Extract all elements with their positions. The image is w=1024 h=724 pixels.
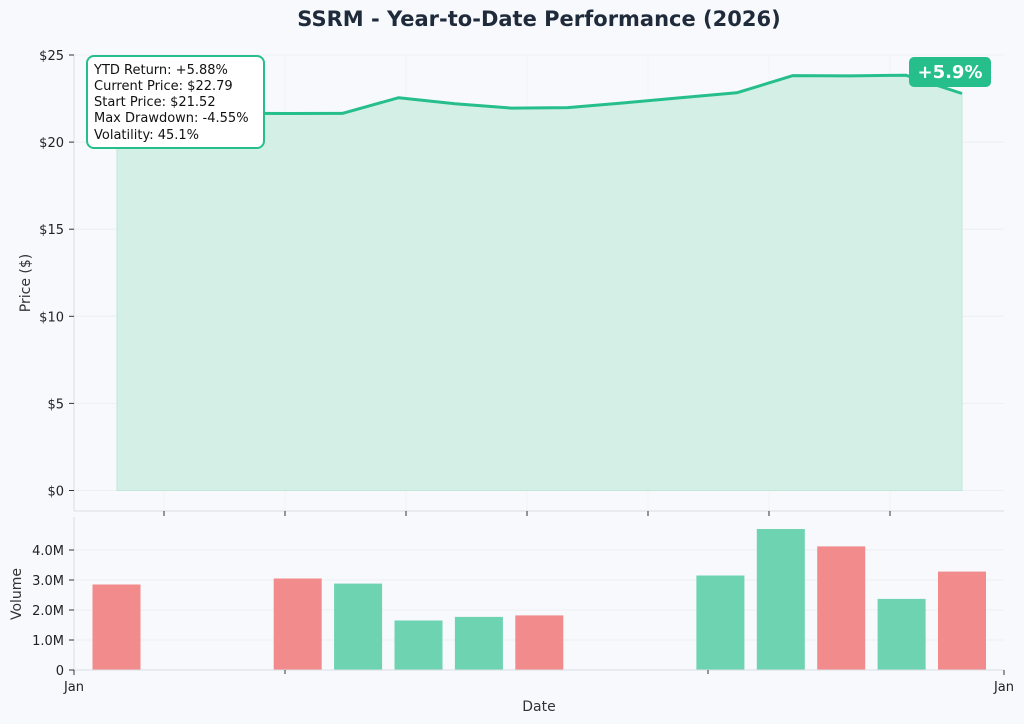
volume-bar bbox=[454, 616, 503, 670]
volume-bar bbox=[273, 578, 322, 670]
volume-bars bbox=[92, 529, 986, 670]
stats-box-border bbox=[86, 55, 265, 149]
volume-bar bbox=[696, 575, 745, 670]
volume-y-axis-label: Volume bbox=[9, 568, 25, 620]
price-y-tick-label: $25 bbox=[39, 49, 64, 64]
price-x-tick-marks bbox=[163, 511, 891, 516]
x-tick-label-start: Jan bbox=[63, 680, 84, 695]
return-badge: +5.9% bbox=[909, 57, 991, 87]
volume-bar bbox=[756, 529, 805, 670]
price-y-axis-label: Price ($) bbox=[18, 254, 34, 312]
return-badge-background bbox=[909, 57, 991, 87]
price-y-tick-label: $0 bbox=[47, 485, 64, 500]
stats-volatility: Volatility: 45.1% bbox=[94, 128, 199, 143]
stats-max-drawdown: Max Drawdown: -4.55% bbox=[94, 111, 249, 126]
price-panel: $0 $5 $10 $15 $20 $25 Price ($) YTD Return: +… bbox=[18, 49, 1004, 516]
price-y-tick-label: $10 bbox=[39, 310, 64, 325]
volume-panel: 0 1.0M 2.0M 3.0M 4.0M Volume Jan Jan Date bbox=[9, 517, 1014, 715]
volume-bar bbox=[394, 620, 443, 670]
price-y-tick-label: $20 bbox=[39, 136, 64, 151]
price-y-tick-label: $5 bbox=[47, 397, 64, 412]
chart-title: SSRM - Year-to-Date Performance (2026) bbox=[297, 7, 780, 31]
volume-y-tick-label: 3.0M bbox=[32, 574, 64, 589]
price-y-tick-label: $15 bbox=[39, 223, 64, 238]
volume-y-tick-label: 2.0M bbox=[32, 604, 64, 619]
x-axis-label: Date bbox=[522, 699, 555, 715]
volume-y-ticks: 0 1.0M 2.0M 3.0M 4.0M bbox=[32, 544, 74, 679]
stats-current-price: Current Price: $22.79 bbox=[94, 79, 233, 94]
stats-ytd-return: YTD Return: +5.88% bbox=[93, 63, 228, 78]
volume-bar bbox=[817, 546, 866, 670]
volume-bar bbox=[877, 598, 926, 670]
stats-box: YTD Return: +5.88% Current Price: $22.79… bbox=[86, 55, 265, 149]
price-y-ticks: $0 $5 $10 $15 $20 $25 bbox=[39, 49, 74, 500]
volume-y-tick-label: 1.0M bbox=[32, 634, 64, 649]
stats-start-price: Start Price: $21.52 bbox=[94, 95, 216, 110]
volume-y-tick-label: 4.0M bbox=[32, 544, 64, 559]
return-badge-text: +5.9% bbox=[917, 62, 982, 83]
x-tick-label-end: Jan bbox=[993, 680, 1014, 695]
volume-bar bbox=[92, 584, 141, 670]
volume-bar bbox=[938, 571, 986, 670]
volume-y-tick-label: 0 bbox=[56, 664, 64, 679]
volume-bar bbox=[334, 583, 383, 670]
volume-bar bbox=[515, 615, 564, 670]
